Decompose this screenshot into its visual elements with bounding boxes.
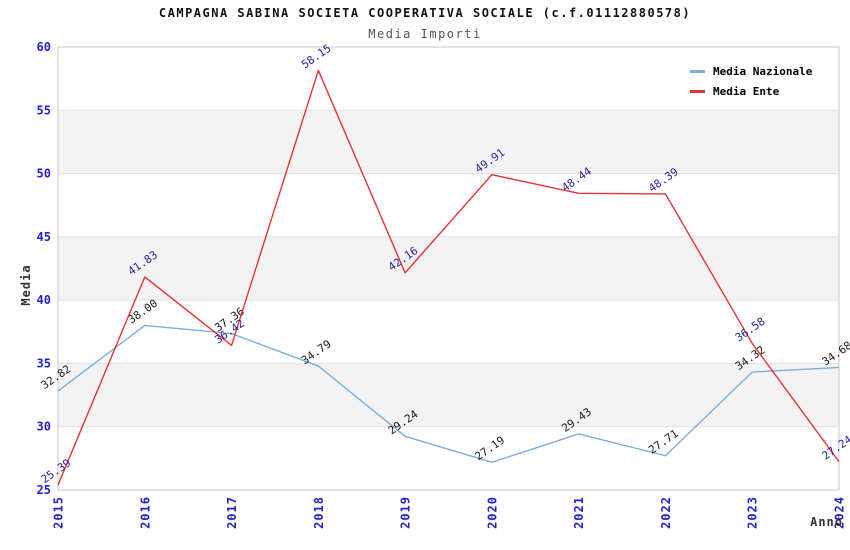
data-label: 27.24 — [820, 433, 850, 463]
series-line-media-ente — [57, 69, 840, 486]
y-tick-label: 40 — [37, 293, 51, 307]
data-label: 27.71 — [646, 427, 681, 457]
legend-line-swatch — [690, 89, 705, 93]
legend-label: Media Nazionale — [713, 64, 813, 78]
x-tick-label: 2018 — [312, 496, 326, 529]
x-tick-label: 2020 — [485, 496, 499, 529]
legend-label: Media Ente — [713, 84, 780, 98]
x-tick-label: 2019 — [399, 496, 413, 529]
legend-item-media-nazionale: Media Nazionale — [690, 61, 812, 81]
x-tick-label: 2024 — [833, 496, 847, 529]
y-axis-title: Media — [19, 264, 33, 305]
legend-item-media-ente: Media Ente — [690, 81, 812, 101]
x-tick-label: 2015 — [52, 496, 66, 529]
legend-line-swatch — [690, 69, 705, 73]
y-tick-label: 55 — [37, 103, 51, 117]
y-tick-label: 45 — [37, 230, 51, 244]
chart-title: CAMPAGNA SABINA SOCIETA COOPERATIVA SOCI… — [158, 6, 692, 20]
y-tick-label: 50 — [37, 167, 51, 181]
y-tick-label: 60 — [37, 40, 51, 54]
y-tick-label: 30 — [37, 420, 51, 434]
data-label: 34.79 — [299, 337, 334, 367]
y-tick-label: 35 — [37, 356, 51, 370]
legend: Media Nazionale Media Ente — [690, 61, 812, 101]
y-tick-label: 25 — [37, 483, 51, 497]
plot-border — [57, 46, 840, 491]
x-tick-label: 2021 — [572, 496, 586, 529]
series-line-media-nazionale — [57, 324, 840, 463]
chart-subtitle: Media Importi — [368, 27, 482, 41]
x-axis-title: Anno — [810, 515, 843, 529]
x-tick-label: 2017 — [225, 496, 239, 529]
data-label: 58.15 — [299, 42, 334, 72]
x-tick-label: 2023 — [746, 496, 760, 529]
x-tick-label: 2016 — [138, 496, 152, 529]
data-label: 25.39 — [39, 456, 74, 486]
grid-band — [58, 110, 839, 174]
grid-band — [58, 363, 839, 427]
x-tick-label: 2022 — [659, 496, 673, 529]
